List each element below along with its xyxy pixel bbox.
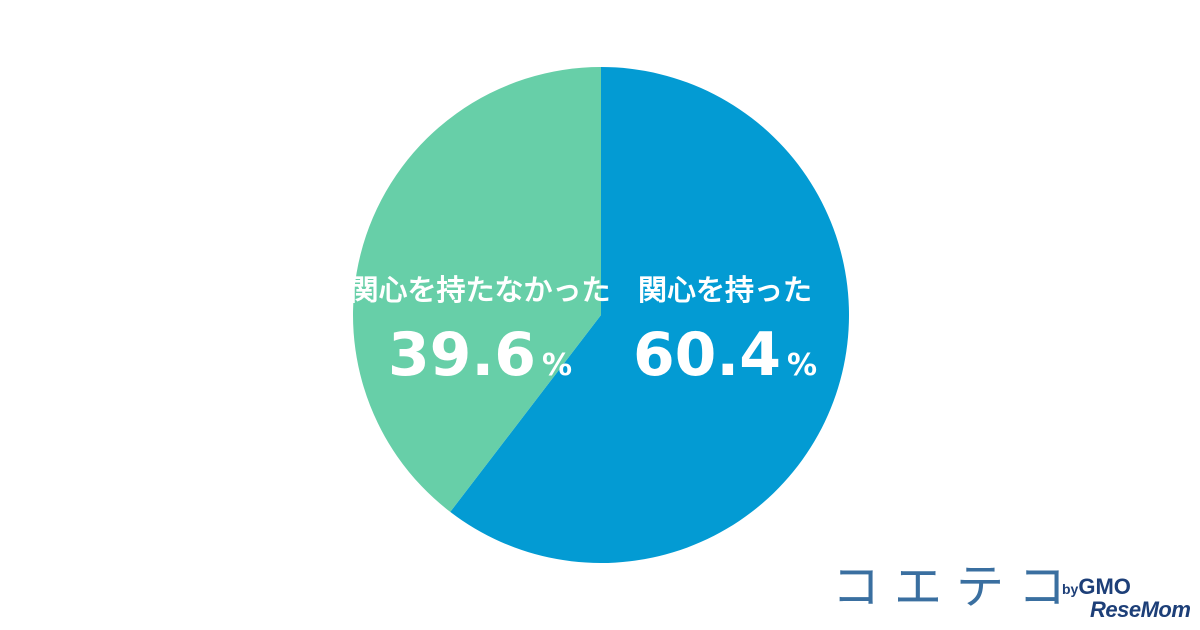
logo-gmo-text: GMO — [1078, 574, 1131, 599]
slice-value-0: 60.4% — [633, 320, 817, 390]
pie-slice-0 — [450, 67, 850, 563]
koeteko-logo: コエテコ — [832, 559, 1081, 615]
resemom-logo: ReseMom — [1090, 597, 1191, 622]
slice-label-0: 関心を持った — [638, 273, 812, 307]
gmo-logo: byGMO — [1062, 574, 1131, 600]
slice-value-1: 39.6% — [388, 320, 572, 390]
slice-label-1: 関心を持たなかった — [349, 273, 610, 307]
logo-by-text: by — [1062, 581, 1079, 597]
pie-slice-1 — [353, 67, 601, 512]
